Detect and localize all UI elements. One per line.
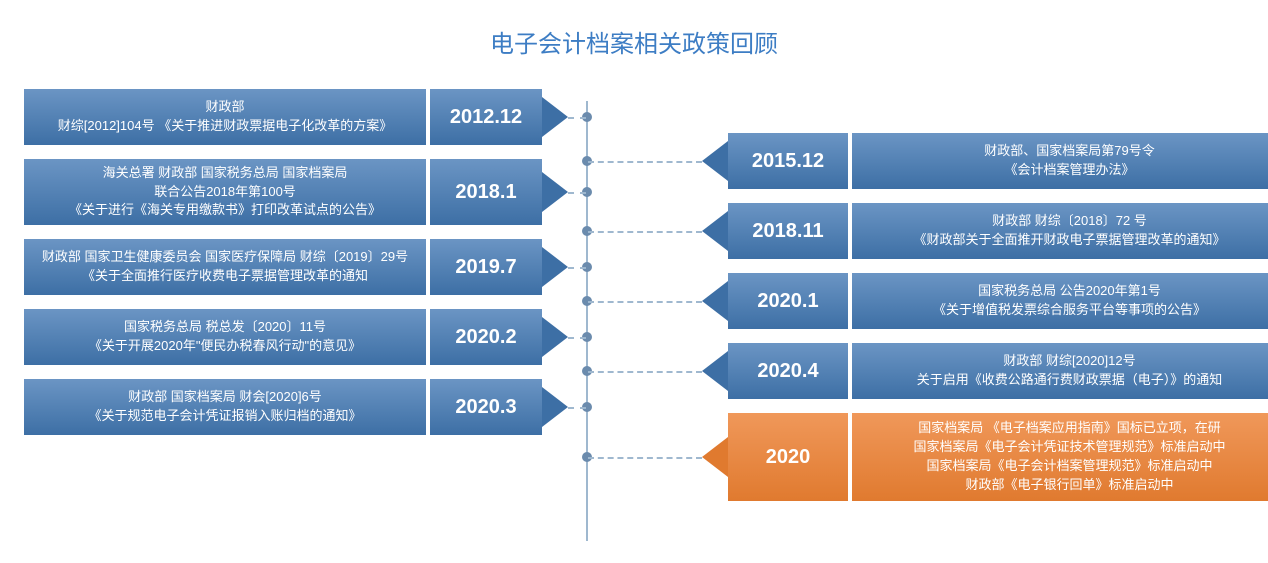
date-box: 2012.12 [430,89,542,145]
date-box: 2020.1 [728,273,848,329]
content-line: 《关于增值税发票综合服务平台等事项的公告》 [933,301,1206,320]
date-box: 2018.1 [430,159,542,225]
content-box: 国家税务总局 税总发〔2020〕11号《关于开展2020年"便民办税春风行动"的… [24,309,426,365]
content-line: 财政部 财综〔2018〕72 号 [992,212,1147,231]
content-line: 财政部 国家档案局 财会[2020]6号 [128,388,322,407]
content-box: 财政部 国家卫生健康委员会 国家医疗保障局 财综〔2019〕29号《关于全面推行… [24,239,426,295]
connector-dash [568,407,586,409]
chevron-left-icon [702,281,728,321]
chevron-left-icon [702,211,728,251]
chevron-left-icon [702,141,728,181]
content-box: 财政部 财综〔2018〕72 号《财政部关于全面推开财政电子票据管理改革的通知》 [852,203,1268,259]
content-line: 《财政部关于全面推开财政电子票据管理改革的通知》 [913,231,1225,250]
content-line: 《关于开展2020年"便民办税春风行动"的意见》 [89,337,361,356]
content-line: 《关于全面推行医疗收费电子票据管理改革的通知 [82,267,368,286]
date-box: 2020.2 [430,309,542,365]
content-box: 财政部财综[2012]104号 《关于推进财政票据电子化改革的方案》 [24,89,426,145]
connector-dash [588,371,702,373]
timeline-item-left: 财政部 国家档案局 财会[2020]6号《关于规范电子会计凭证报销入账归档的通知… [24,379,568,435]
content-line: 关于启用《收费公路通行费财政票据（电子）》的通知 [917,371,1223,390]
timeline-item-right: 2015.12财政部、国家档案局第79号令《会计档案管理办法》 [702,133,1268,189]
content-line: 国家档案局 《电子档案应用指南》国标已立项，在研 [918,419,1221,438]
date-box: 2018.11 [728,203,848,259]
timeline-item-right: 2018.11财政部 财综〔2018〕72 号《财政部关于全面推开财政电子票据管… [702,203,1268,259]
timeline-item-right: 2020.4财政部 财综[2020]12号关于启用《收费公路通行费财政票据（电子… [702,343,1268,399]
content-line: 《关于进行《海关专用缴款书》打印改革试点的公告》 [69,201,381,220]
timeline-item-left: 财政部财综[2012]104号 《关于推进财政票据电子化改革的方案》2012.1… [24,89,568,145]
timeline-item-left: 海关总署 财政部 国家税务总局 国家档案局联合公告2018年第100号《关于进行… [24,159,568,225]
chevron-right-icon [542,317,568,357]
content-line: 国家档案局《电子会计凭证技术管理规范》标准启动中 [913,438,1225,457]
content-line: 海关总署 财政部 国家税务总局 国家档案局 [103,164,348,183]
content-box: 财政部 国家档案局 财会[2020]6号《关于规范电子会计凭证报销入账归档的通知… [24,379,426,435]
content-line: 财政部 财综[2020]12号 [1003,352,1135,371]
connector-dash [568,192,586,194]
content-box: 财政部、国家档案局第79号令《会计档案管理办法》 [852,133,1268,189]
chevron-left-icon [702,437,728,477]
content-box: 国家档案局 《电子档案应用指南》国标已立项，在研国家档案局《电子会计凭证技术管理… [852,413,1268,501]
chevron-right-icon [542,172,568,212]
page-title: 电子会计档案相关政策回顾 [0,0,1268,71]
content-box: 财政部 财综[2020]12号关于启用《收费公路通行费财政票据（电子）》的通知 [852,343,1268,399]
date-box: 2020.3 [430,379,542,435]
content-line: 财政部《电子银行回单》标准启动中 [965,476,1173,495]
date-box: 2019.7 [430,239,542,295]
center-line [586,101,588,541]
timeline-item-right: 2020.1国家税务总局 公告2020年第1号《关于增值税发票综合服务平台等事项… [702,273,1268,329]
date-box: 2015.12 [728,133,848,189]
content-line: 《会计档案管理办法》 [1004,161,1134,180]
content-line: 国家税务总局 税总发〔2020〕11号 [124,318,326,337]
chevron-right-icon [542,247,568,287]
connector-dash [568,337,586,339]
content-line: 联合公告2018年第100号 [154,183,296,202]
connector-dash [588,457,702,459]
connector-dash [568,117,586,119]
date-box: 2020.4 [728,343,848,399]
date-box: 2020 [728,413,848,501]
content-line: 财政部 国家卫生健康委员会 国家医疗保障局 财综〔2019〕29号 [42,248,408,267]
content-line: 国家税务总局 公告2020年第1号 [978,282,1161,301]
connector-dash [588,161,702,163]
content-line: 国家档案局《电子会计档案管理规范》标准启动中 [926,457,1212,476]
content-line: 《关于规范电子会计凭证报销入账归档的通知》 [88,407,361,426]
content-line: 财政部、国家档案局第79号令 [984,142,1154,161]
connector-dash [568,267,586,269]
chevron-right-icon [542,387,568,427]
timeline-item-right: 2020国家档案局 《电子档案应用指南》国标已立项，在研国家档案局《电子会计凭证… [702,413,1268,501]
connector-dash [588,301,702,303]
timeline-item-left: 财政部 国家卫生健康委员会 国家医疗保障局 财综〔2019〕29号《关于全面推行… [24,239,568,295]
chevron-left-icon [702,351,728,391]
connector-dash [588,231,702,233]
content-line: 财综[2012]104号 《关于推进财政票据电子化改革的方案》 [58,117,392,136]
timeline-item-left: 国家税务总局 税总发〔2020〕11号《关于开展2020年"便民办税春风行动"的… [24,309,568,365]
chevron-right-icon [542,97,568,137]
content-line: 财政部 [205,98,244,117]
content-box: 海关总署 财政部 国家税务总局 国家档案局联合公告2018年第100号《关于进行… [24,159,426,225]
content-box: 国家税务总局 公告2020年第1号《关于增值税发票综合服务平台等事项的公告》 [852,273,1268,329]
timeline-container: 财政部财综[2012]104号 《关于推进财政票据电子化改革的方案》2012.1… [0,71,1268,551]
